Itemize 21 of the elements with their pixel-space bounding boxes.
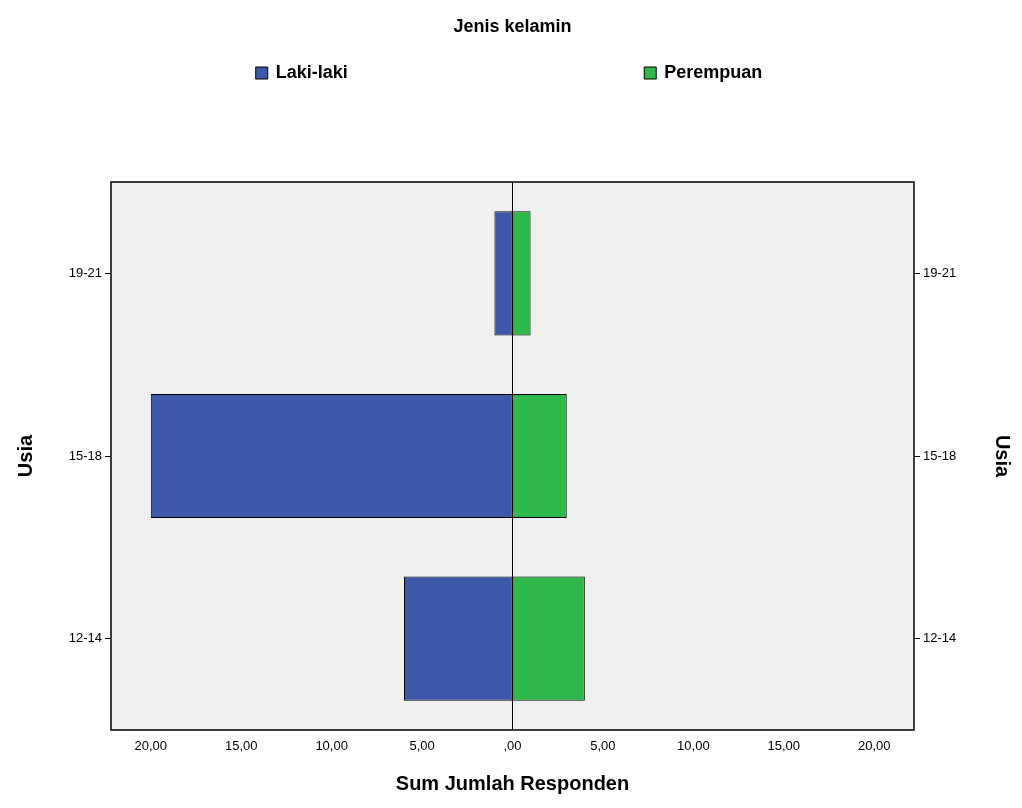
category-label: 12-14 <box>923 630 957 646</box>
x-tick-label: 5,00 <box>409 738 435 754</box>
x-tick-label: 20,00 <box>134 738 168 754</box>
x-tick-label: 10,00 <box>315 738 348 754</box>
legend-label: Perempuan <box>664 61 763 82</box>
legend-title: Jenis kelamin <box>453 15 572 36</box>
y-tick-label: 12-14 <box>68 630 102 646</box>
y-axis-title: Usia <box>13 434 36 478</box>
x-tick-label: 10,00 <box>677 738 710 754</box>
x-tick-label: ,00 <box>503 738 522 754</box>
x-tick-label: 20,00 <box>857 738 891 754</box>
legend-label: Laki-laki <box>275 61 348 82</box>
x-tick-label: 15,00 <box>224 738 258 754</box>
x-tick-label: 5,00 <box>590 738 616 754</box>
y2-axis-title: Usia <box>992 434 1015 478</box>
category-label: 19-21 <box>923 264 957 280</box>
category-label: 15-18 <box>923 447 957 463</box>
y-tick-label: 19-21 <box>68 264 102 280</box>
x-tick-label: 15,00 <box>767 738 801 754</box>
x-axis-title: Sum Jumlah Responden <box>395 771 630 794</box>
y-tick-label: 15-18 <box>68 447 102 463</box>
